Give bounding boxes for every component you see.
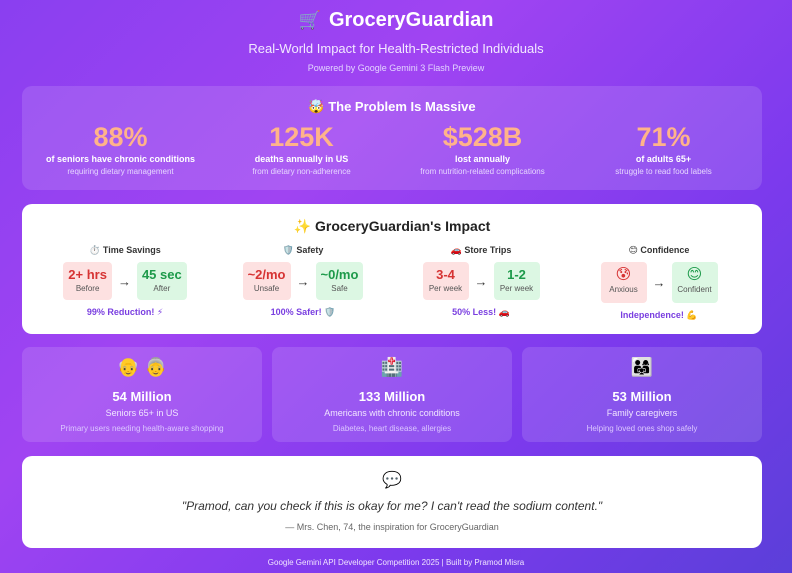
impact-title: ✨ GroceryGuardian's Impact: [293, 218, 491, 234]
metric-result: 50% Less! 🚗: [452, 307, 510, 317]
before-box: 2+ hrs Before: [63, 262, 112, 300]
problem-title: 🤯 The Problem Is Massive: [308, 99, 476, 114]
after-caption: Confident: [677, 285, 712, 294]
before-box: 3-4 Per week: [422, 262, 469, 300]
before-caption: Before: [75, 284, 100, 293]
after-value: 45 sec: [141, 267, 182, 282]
after-box: 😊 Confident: [671, 262, 718, 303]
header: 🛒 GroceryGuardian Real-World Impact for …: [0, 0, 792, 74]
comparison: 😰 Anxious → 😊 Confident: [579, 262, 739, 303]
after-value: ~0/mo: [320, 267, 359, 282]
audience-section: 👴 👵 54 Million Seniors 65+ in US Primary…: [22, 347, 762, 442]
stat-sub: from dietary non-adherence: [252, 167, 351, 176]
audience-sub: Diabetes, heart disease, allergies: [332, 424, 452, 433]
before-caption: Per week: [428, 284, 463, 293]
speech-bubble-icon: 💬: [382, 472, 402, 489]
audience-label: Family caregivers: [606, 408, 678, 418]
stat-sub: from nutrition-related complications: [420, 167, 545, 176]
stat-value: 125K: [269, 122, 334, 152]
app-title-text: GroceryGuardian: [328, 8, 494, 31]
metric-safety: 🛡️ Safety ~2/mo Unsafe → ~0/mo Safe 100%…: [223, 245, 383, 321]
stat-card: 125K deaths annually in US from dietary …: [217, 121, 387, 176]
before-caption: Anxious: [609, 285, 638, 294]
impact-section: ✨ GroceryGuardian's Impact ⏱️ Time Savin…: [22, 204, 762, 334]
stat-card: 88% of seniors have chronic conditions r…: [36, 121, 206, 176]
before-value: 3-4: [436, 267, 455, 282]
after-value: 1-2: [507, 267, 526, 282]
after-box: 45 sec After: [136, 262, 187, 300]
seniors-icon: 👴 👵: [117, 357, 167, 377]
before-box: ~2/mo Unsafe: [242, 262, 291, 300]
stat-value: 71%: [636, 122, 691, 152]
app-title: 🛒 GroceryGuardian: [0, 8, 792, 32]
metric-confidence: 😊 Confidence 😰 Anxious → 😊 Confident Ind…: [579, 245, 739, 321]
powered-by: Powered by Google Gemini 3 Flash Preview: [307, 63, 485, 73]
metric-result: Independence! 💪: [620, 310, 698, 320]
arrow-right-icon: →: [296, 273, 310, 289]
metric-heading: ⏱️ Time Savings: [89, 245, 161, 255]
comparison: 2+ hrs Before → 45 sec After: [45, 262, 205, 300]
before-box: 😰 Anxious: [600, 262, 647, 303]
after-caption: Safe: [331, 284, 348, 293]
after-caption: After: [153, 284, 171, 293]
before-caption: Unsafe: [253, 284, 280, 293]
hospital-icon: 🏥: [380, 357, 404, 377]
quote-author: — Mrs. Chen, 74, the inspiration for Gro…: [285, 522, 499, 532]
before-value: ~2/mo: [247, 267, 286, 282]
quote-section: 💬 "Pramod, can you check if this is okay…: [22, 456, 762, 548]
metric-time-savings: ⏱️ Time Savings 2+ hrs Before → 45 sec A…: [45, 245, 205, 321]
after-caption: Per week: [499, 284, 534, 293]
stat-label: of adults 65+: [635, 154, 692, 164]
audience-sub: Primary users needing health-aware shopp…: [60, 424, 224, 433]
audience-label: Seniors 65+ in US: [105, 408, 179, 418]
footer: Google Gemini API Developer Competition …: [267, 558, 525, 567]
stat-label: deaths annually in US: [254, 154, 349, 164]
stat-label: of seniors have chronic conditions: [45, 154, 196, 164]
audience-card-chronic: 🏥 133 Million Americans with chronic con…: [272, 347, 512, 442]
stat-sub: struggle to read food labels: [615, 167, 712, 176]
audience-card-seniors: 👴 👵 54 Million Seniors 65+ in US Primary…: [22, 347, 262, 442]
comparison: ~2/mo Unsafe → ~0/mo Safe: [223, 262, 383, 300]
after-box: 1-2 Per week: [493, 262, 540, 300]
family-icon: 👨‍👩‍👧: [630, 357, 654, 377]
audience-card-caregivers: 👨‍👩‍👧 53 Million Family caregivers Helpi…: [522, 347, 762, 442]
stat-card: $528B lost annually from nutrition-relat…: [398, 121, 568, 176]
stat-label: lost annually: [454, 154, 510, 164]
metric-result: 99% Reduction! ⚡: [86, 307, 164, 317]
metric-heading: 🚗 Store Trips: [450, 245, 512, 255]
audience-number: 133 Million: [358, 389, 426, 404]
smiling-face-icon: 😊: [686, 266, 703, 283]
audience-label: Americans with chronic conditions: [324, 408, 460, 418]
stat-value: $528B: [442, 122, 523, 152]
audience-sub: Helping loved ones shop safely: [586, 424, 698, 433]
problem-section: 🤯 The Problem Is Massive 88% of seniors …: [22, 86, 762, 190]
arrow-right-icon: →: [117, 273, 131, 289]
anxious-face-icon: 😰: [615, 266, 632, 283]
stat-sub: requiring dietary management: [67, 167, 174, 176]
arrow-right-icon: →: [474, 273, 488, 289]
before-value: 2+ hrs: [68, 267, 107, 282]
stat-value: 88%: [93, 122, 148, 152]
quote-text: "Pramod, can you check if this is okay f…: [181, 499, 603, 513]
metric-heading: 🛡️ Safety: [282, 245, 324, 255]
audience-number: 54 Million: [112, 389, 172, 404]
metric-heading: 😊 Confidence: [628, 245, 690, 255]
metric-result: 100% Safer! 🛡️: [270, 307, 336, 317]
after-box: ~0/mo Safe: [315, 262, 364, 300]
arrow-right-icon: →: [652, 275, 666, 290]
impact-metrics: ⏱️ Time Savings 2+ hrs Before → 45 sec A…: [22, 245, 762, 321]
problem-stats: 88% of seniors have chronic conditions r…: [22, 121, 762, 176]
metric-store-trips: 🚗 Store Trips 3-4 Per week → 1-2 Per wee…: [401, 245, 561, 321]
comparison: 3-4 Per week → 1-2 Per week: [401, 262, 561, 300]
shopping-cart-icon: 🛒: [298, 9, 321, 30]
app-subtitle: Real-World Impact for Health-Restricted …: [248, 41, 544, 56]
stat-card: 71% of adults 65+ struggle to read food …: [579, 121, 749, 176]
audience-number: 53 Million: [612, 389, 672, 404]
